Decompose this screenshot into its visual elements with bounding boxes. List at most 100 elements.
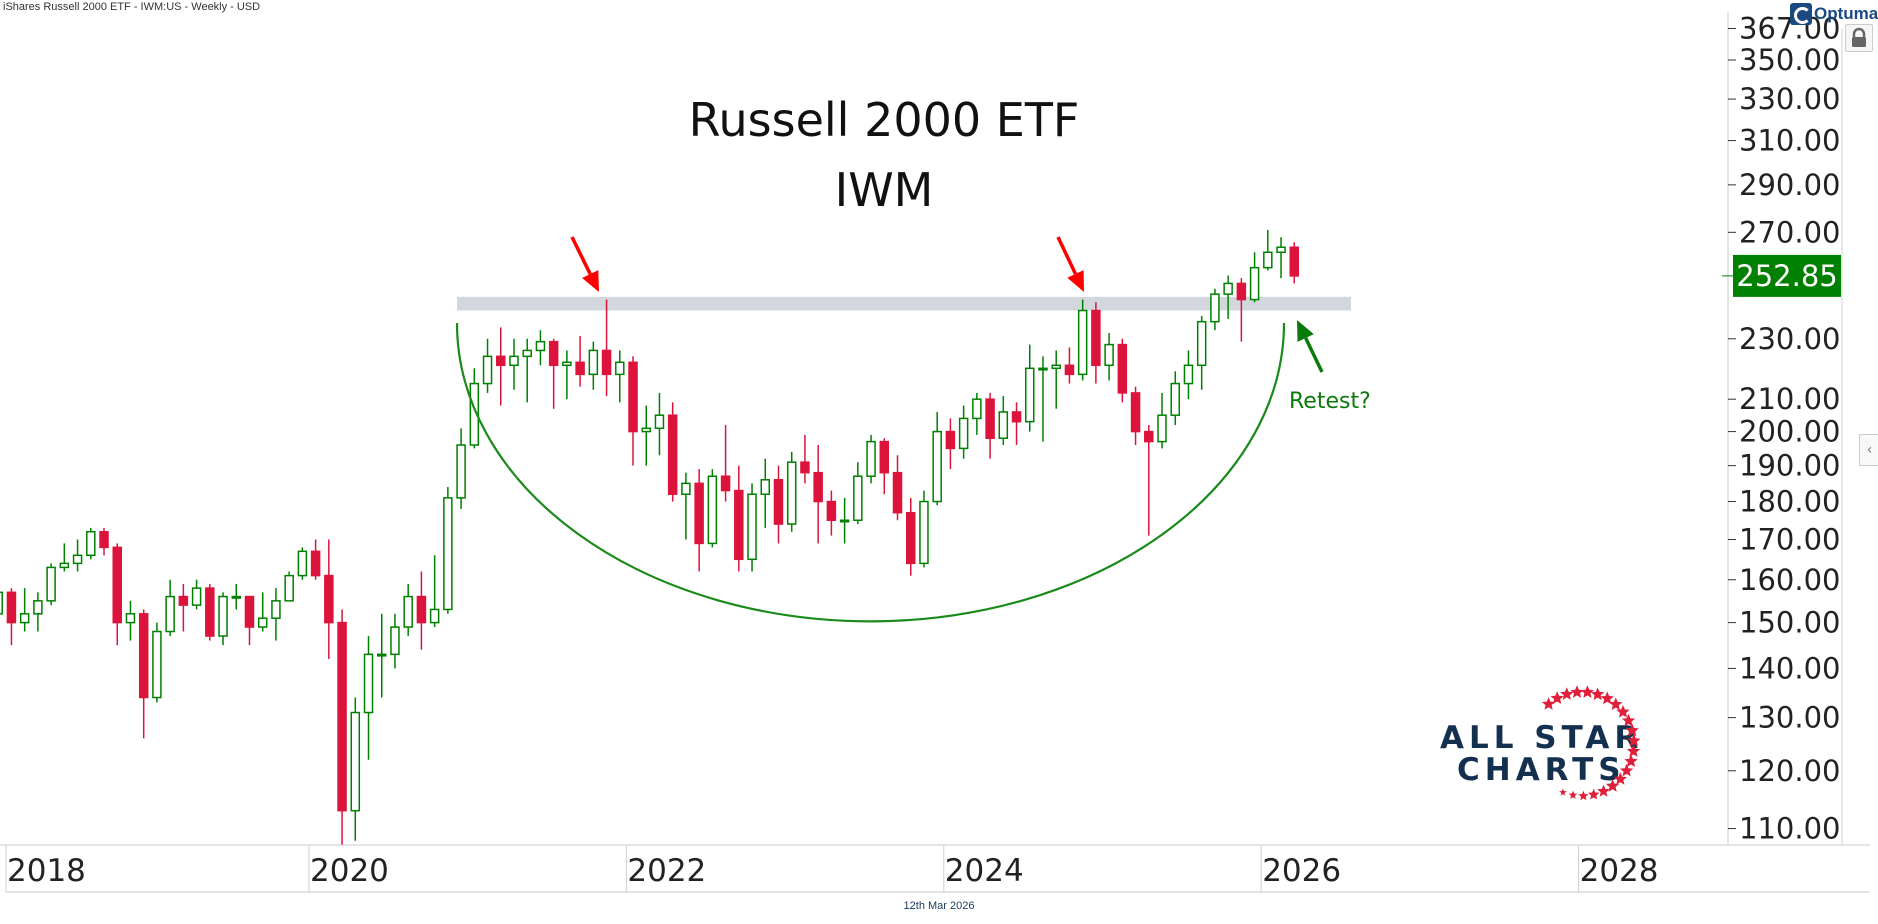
- candle-body: [112, 546, 122, 624]
- candle: [443, 486, 453, 614]
- price-tick-label: 290.00: [1739, 168, 1840, 202]
- star-icon: [1568, 790, 1578, 799]
- star-icon: [1600, 691, 1614, 705]
- candle: [376, 613, 387, 698]
- candle: [231, 583, 242, 610]
- candle-body: [866, 440, 876, 477]
- candle-body: [1249, 266, 1260, 301]
- candle-body: [1236, 282, 1247, 301]
- candle: [19, 588, 30, 632]
- candle-body: [919, 500, 929, 565]
- candle: [1091, 302, 1101, 384]
- candle: [1051, 350, 1061, 409]
- candle-body: [363, 653, 374, 714]
- plot-area: [0, 229, 1351, 845]
- candle: [482, 338, 493, 393]
- candle: [112, 543, 122, 646]
- green-arrow-icon: [1297, 320, 1324, 373]
- candle-body: [615, 361, 625, 376]
- price-tick-label: 200.00: [1739, 415, 1840, 449]
- candle-body: [1038, 367, 1048, 371]
- candles: [0, 229, 1300, 845]
- candle-body: [99, 530, 109, 549]
- star-icon: [1619, 763, 1634, 777]
- candle-body: [1104, 343, 1114, 367]
- candle: [1249, 252, 1260, 303]
- candle-body: [72, 554, 83, 565]
- candle-body: [416, 595, 427, 624]
- candle: [1236, 278, 1247, 342]
- candle-body: [1130, 392, 1141, 433]
- lock-icon: [1852, 27, 1866, 47]
- candle-body: [932, 430, 942, 503]
- candle: [1276, 237, 1286, 279]
- chart-subtitle: IWM: [835, 163, 934, 217]
- price-tick-label: 150.00: [1739, 606, 1840, 640]
- candle: [152, 622, 162, 703]
- star-icon: [1613, 772, 1627, 785]
- candle-body: [1289, 246, 1300, 277]
- candle: [681, 472, 691, 540]
- star-icon: [1578, 790, 1589, 801]
- red-arrow-icon-head: [1067, 270, 1084, 292]
- candle: [548, 338, 559, 409]
- green-arrow-icon-head: [1297, 320, 1314, 342]
- candle: [1157, 392, 1167, 449]
- candle-body: [46, 566, 56, 602]
- candle-body: [337, 621, 347, 812]
- candle: [1025, 344, 1035, 432]
- candle: [641, 405, 651, 466]
- candle: [297, 547, 308, 580]
- candle: [496, 327, 506, 406]
- candle: [324, 539, 334, 659]
- candle: [945, 418, 956, 470]
- candle: [284, 571, 294, 602]
- price-tick-label: 230.00: [1739, 322, 1840, 356]
- candle: [958, 405, 969, 459]
- price-tick-label: 350.00: [1739, 43, 1840, 77]
- candle-body: [310, 550, 321, 577]
- date-tick-label: 2022: [627, 853, 706, 889]
- price-tick-label: 180.00: [1739, 485, 1840, 519]
- candle-body: [33, 600, 43, 615]
- star-icon: [1541, 697, 1556, 710]
- candle-body: [667, 414, 678, 495]
- star-icon: [1588, 788, 1600, 800]
- candle: [59, 543, 70, 572]
- candle: [932, 411, 942, 506]
- chart-title: Russell 2000 ETF: [689, 93, 1080, 147]
- candle-body: [588, 349, 599, 376]
- candle: [99, 527, 109, 556]
- star-icon: [1605, 779, 1620, 792]
- candle-body: [694, 482, 704, 545]
- price-tick-label: 170.00: [1739, 522, 1840, 556]
- candle: [694, 469, 704, 572]
- candle: [138, 609, 149, 739]
- candle: [205, 583, 215, 641]
- optuma-wordmark: Optuma: [1814, 4, 1878, 23]
- candle-body: [892, 471, 903, 514]
- candle-body: [218, 595, 228, 637]
- candle: [1223, 275, 1233, 319]
- date-tick-label: 2024: [945, 853, 1024, 889]
- candle-body: [284, 574, 294, 602]
- candle: [892, 455, 903, 521]
- candle: [1183, 350, 1194, 400]
- lock-button[interactable]: [1845, 24, 1873, 52]
- candle: [839, 497, 850, 544]
- candle-body: [1196, 320, 1207, 367]
- candle: [0, 591, 3, 615]
- candle: [46, 563, 56, 606]
- candle-body: [443, 497, 453, 611]
- candle-body: [575, 361, 585, 376]
- collapse-panel-button[interactable]: ‹: [1859, 434, 1878, 466]
- candle: [1144, 424, 1154, 536]
- candle: [919, 490, 929, 568]
- price-tick-label: 270.00: [1739, 215, 1840, 249]
- candle: [1077, 299, 1088, 381]
- star-icon: [1550, 691, 1564, 704]
- date-axis[interactable]: 2018 2020 2022 2024 2026 2028: [5, 845, 1659, 892]
- candle: [165, 579, 175, 637]
